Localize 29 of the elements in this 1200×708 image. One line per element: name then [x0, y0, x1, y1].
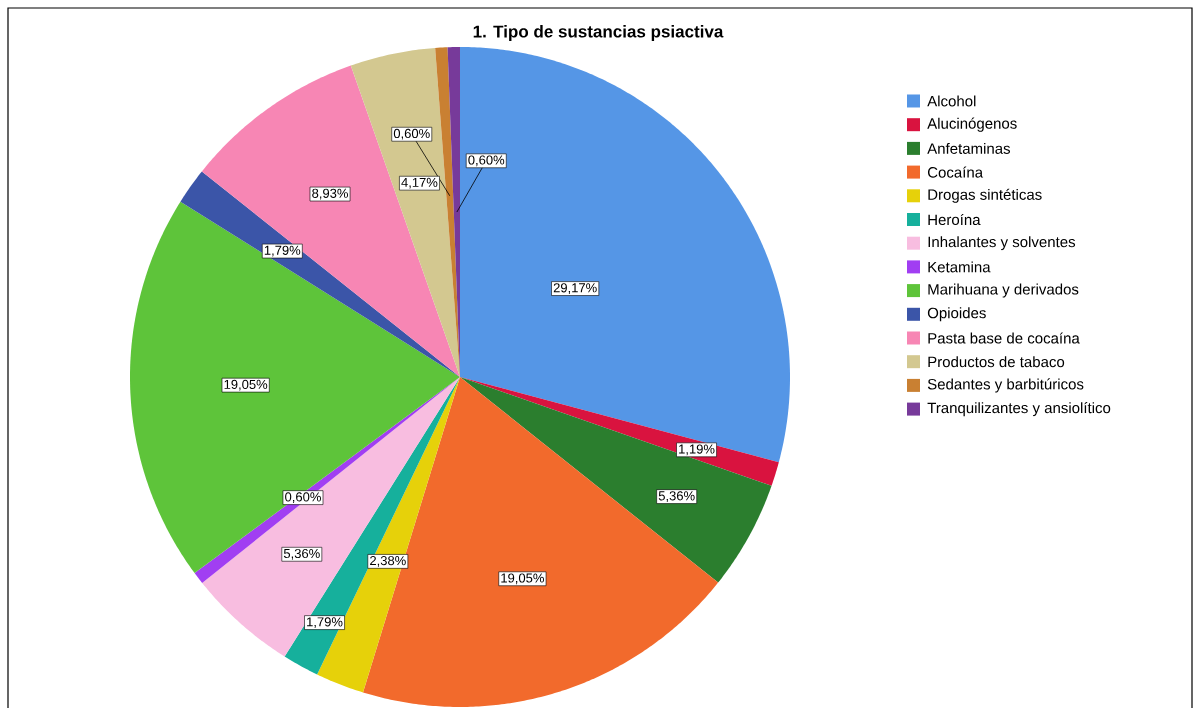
legend-label: Inhalantes y solventes	[928, 236, 1076, 251]
data-label: 19,05%	[224, 379, 268, 391]
data-label: 0,60%	[285, 492, 321, 503]
data-label: 1,19%	[679, 444, 715, 456]
legend-label: Alcohol	[927, 95, 976, 107]
legend-label: Sedantes y barbitúricos	[927, 378, 1084, 393]
legend-label: Alucinógenos	[927, 117, 1017, 132]
data-label: 5,36%	[658, 491, 695, 502]
legend-label: Pasta base de cocaína	[928, 332, 1080, 344]
data-label: 29,17%	[553, 283, 597, 294]
legend-label: Ketamina	[928, 261, 991, 273]
data-label: 2,38%	[370, 556, 406, 567]
legend-label: Opioides	[927, 307, 986, 322]
legend-label: Drogas sintéticas	[928, 188, 1042, 203]
data-label: 4,17%	[401, 177, 438, 189]
legend-label: Productos de tabaco	[928, 356, 1065, 368]
data-label: 0,60%	[393, 128, 430, 140]
data-label: 1,79%	[307, 617, 343, 628]
data-label: 5,36%	[283, 548, 320, 560]
legend-label: Cocaína	[927, 166, 984, 178]
legend-label: Tranquilizantes y ansiolítico	[927, 402, 1111, 417]
data-label: 0,60%	[468, 155, 505, 167]
data-label: 19,05%	[501, 573, 544, 585]
data-label: 8,93%	[312, 188, 348, 200]
data-label: 1,79%	[264, 245, 301, 257]
legend-label: Heroína	[928, 213, 981, 226]
chart-title: 1. Tipo de sustancias psiactiva	[473, 25, 724, 41]
legend-label: Anfetaminas	[927, 142, 1011, 154]
legend-label: Marihuana y derivados	[928, 283, 1079, 298]
